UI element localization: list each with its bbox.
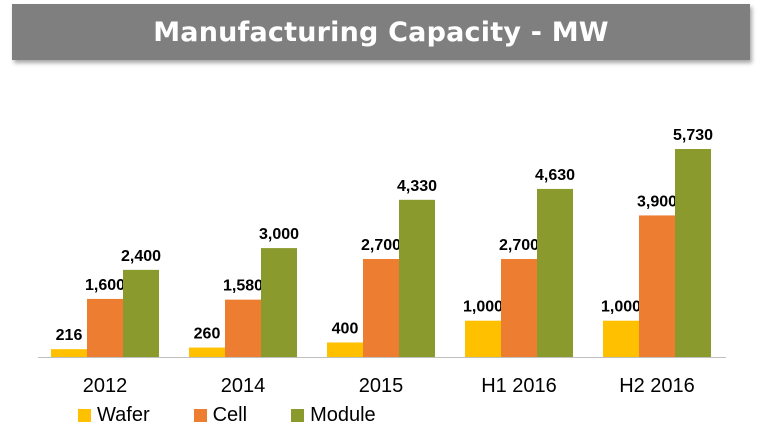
data-label-wafer-2015: 400 xyxy=(332,320,359,337)
legend-item-cell: Cell xyxy=(193,404,248,427)
bar-chart: 216 1,600 2,400 2012 260 1,580 3,000 2014 400 2,7… xyxy=(38,127,726,397)
bar-wafer-2012 xyxy=(51,349,87,357)
data-label-module-h2-2016: 5,730 xyxy=(673,127,713,144)
data-label-module-2015: 4,330 xyxy=(397,178,437,195)
bar-cell-h2-2016 xyxy=(639,215,675,357)
bar-module-h1-2016 xyxy=(537,188,573,357)
data-label-cell-h2-2016: 3,900 xyxy=(637,193,677,210)
data-label-cell-2012: 1,600 xyxy=(85,277,125,294)
bar-module-2014 xyxy=(261,248,297,357)
x-tick-label-h2-2016: H2 2016 xyxy=(619,375,695,397)
data-label-wafer-2014: 260 xyxy=(194,326,221,343)
bar-wafer-h2-2016 xyxy=(603,320,639,357)
x-tick-label-h1-2016: H1 2016 xyxy=(481,375,557,397)
legend-label-wafer: Wafer xyxy=(97,404,150,426)
bar-module-h2-2016 xyxy=(675,149,711,357)
bar-cell-h1-2016 xyxy=(501,258,537,357)
data-label-wafer-h1-2016: 1,000 xyxy=(463,299,503,316)
data-label-module-2014: 3,000 xyxy=(259,226,299,243)
data-label-cell-h1-2016: 2,700 xyxy=(499,237,539,254)
bar-module-2012 xyxy=(123,269,159,357)
legend-label-cell: Cell xyxy=(212,404,248,426)
legend-item-wafer: Wafer xyxy=(78,404,150,427)
bar-cell-2014 xyxy=(225,299,261,357)
bar-cell-2015 xyxy=(363,258,399,357)
legend-item-module: Module xyxy=(291,404,376,427)
data-label-module-h1-2016: 4,630 xyxy=(535,167,575,184)
data-label-module-2012: 2,400 xyxy=(121,248,161,265)
x-tick-label-2012: 2012 xyxy=(83,375,128,397)
data-label-wafer-2012: 216 xyxy=(56,327,83,344)
legend-swatch-module xyxy=(291,409,305,422)
data-label-cell-2015: 2,700 xyxy=(361,237,401,254)
x-tick-label-2014: 2014 xyxy=(221,375,266,397)
legend-label-module: Module xyxy=(310,404,376,426)
legend-swatch-wafer xyxy=(78,409,91,422)
chart-title: Manufacturing Capacity - MW xyxy=(153,16,609,48)
bar-wafer-2015 xyxy=(327,342,363,357)
bar-wafer-h1-2016 xyxy=(465,320,501,357)
legend: Wafer Cell Module xyxy=(78,404,420,427)
legend-swatch-cell xyxy=(193,409,207,422)
bar-wafer-2014 xyxy=(189,347,225,357)
data-label-cell-2014: 1,580 xyxy=(223,278,263,295)
bar-module-2015 xyxy=(399,199,435,357)
chart-title-bar: Manufacturing Capacity - MW xyxy=(12,4,750,60)
bar-cell-2012 xyxy=(87,298,123,357)
data-label-wafer-h2-2016: 1,000 xyxy=(601,299,641,316)
x-tick-label-2015: 2015 xyxy=(359,375,404,397)
